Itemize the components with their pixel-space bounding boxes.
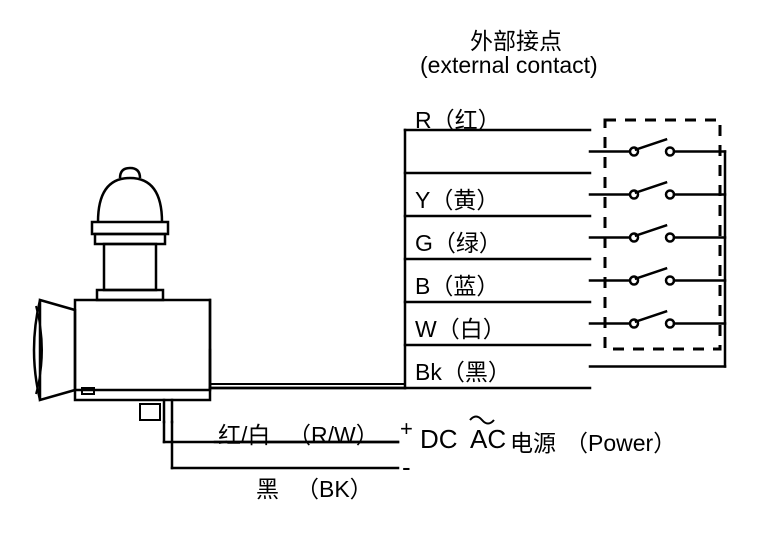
- rw-cn: 红/白: [218, 416, 270, 450]
- header-en: (external contact): [420, 52, 598, 79]
- power-cn: 电源: [510, 424, 556, 458]
- row-label-4: W（白）: [415, 310, 506, 344]
- rw-en: （R/W）: [288, 416, 379, 450]
- minus-sign: -: [402, 452, 411, 483]
- bk-cn: 黑: [256, 470, 279, 504]
- bk-en: （BK）: [296, 470, 373, 504]
- row-label-5: Bk（黑）: [415, 353, 511, 387]
- plus-sign: +: [400, 416, 413, 442]
- dc-label: DC: [420, 424, 458, 455]
- row-label-1: Y（黄）: [415, 181, 499, 215]
- power-en: （Power）: [565, 424, 676, 458]
- row-label-0: R（红）: [415, 101, 501, 135]
- ac-label: AC: [470, 424, 506, 455]
- row-label-2: G（绿）: [415, 224, 502, 258]
- row-label-3: B（蓝）: [415, 267, 499, 301]
- header-cn: 外部接点: [470, 22, 562, 56]
